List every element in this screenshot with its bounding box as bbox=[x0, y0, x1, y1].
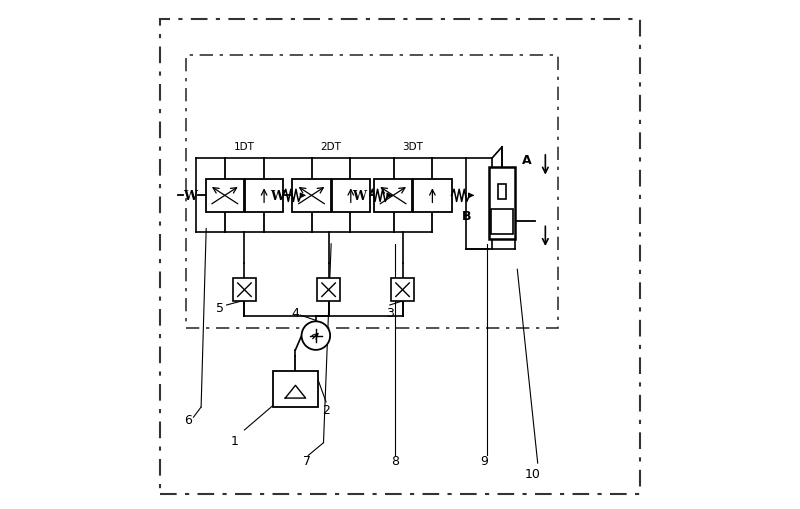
Bar bbox=[391, 279, 414, 301]
Text: 1DT: 1DT bbox=[234, 142, 255, 152]
Text: A: A bbox=[522, 154, 532, 167]
Circle shape bbox=[302, 322, 330, 350]
Text: 3DT: 3DT bbox=[402, 142, 423, 152]
Bar bbox=[498, 185, 506, 199]
Text: 1: 1 bbox=[230, 434, 238, 447]
Text: 3: 3 bbox=[386, 306, 394, 320]
Bar bbox=[332, 180, 370, 213]
Bar bbox=[234, 279, 256, 301]
Text: 6: 6 bbox=[185, 413, 192, 427]
Text: 7: 7 bbox=[303, 454, 311, 467]
Bar bbox=[245, 180, 283, 213]
Bar bbox=[292, 180, 330, 213]
Text: W: W bbox=[183, 189, 198, 203]
Text: 5: 5 bbox=[217, 301, 225, 315]
Bar bbox=[374, 180, 412, 213]
Text: 2: 2 bbox=[322, 403, 330, 416]
Bar bbox=[490, 209, 514, 234]
Bar bbox=[414, 180, 451, 213]
Bar bbox=[206, 180, 244, 213]
Bar bbox=[318, 279, 340, 301]
Bar bbox=[273, 372, 318, 407]
Text: W: W bbox=[352, 189, 366, 203]
Text: 4: 4 bbox=[291, 306, 299, 320]
Text: B: B bbox=[462, 210, 471, 223]
Text: 9: 9 bbox=[480, 454, 488, 467]
Text: 2DT: 2DT bbox=[321, 142, 342, 152]
Bar bbox=[490, 168, 514, 239]
Text: 10: 10 bbox=[525, 467, 541, 480]
Text: 8: 8 bbox=[391, 454, 399, 467]
Text: W: W bbox=[270, 189, 284, 203]
